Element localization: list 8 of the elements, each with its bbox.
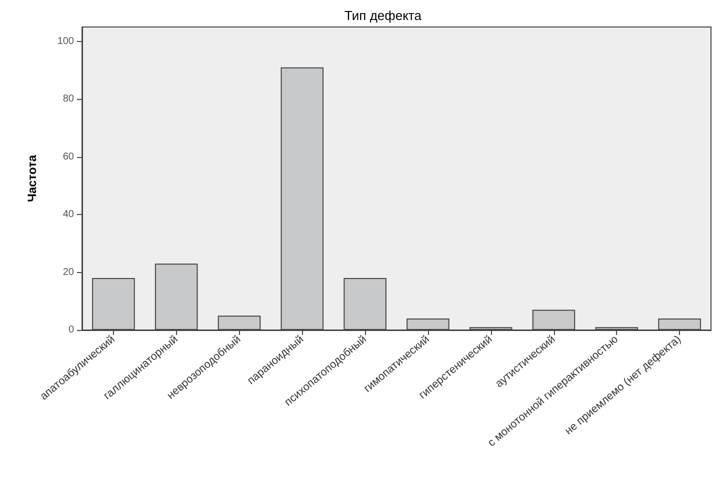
y-tick-label: 80 <box>62 94 74 105</box>
y-tick-label: 0 <box>68 324 74 336</box>
y-tick-label: 20 <box>62 266 74 278</box>
y-tick-label: 40 <box>62 209 74 220</box>
y-axis-title: Частота <box>25 154 39 202</box>
y-tick-label: 60 <box>62 151 74 162</box>
chart-title: Тип дефекта <box>344 8 422 23</box>
y-tick-label: 100 <box>57 36 74 47</box>
